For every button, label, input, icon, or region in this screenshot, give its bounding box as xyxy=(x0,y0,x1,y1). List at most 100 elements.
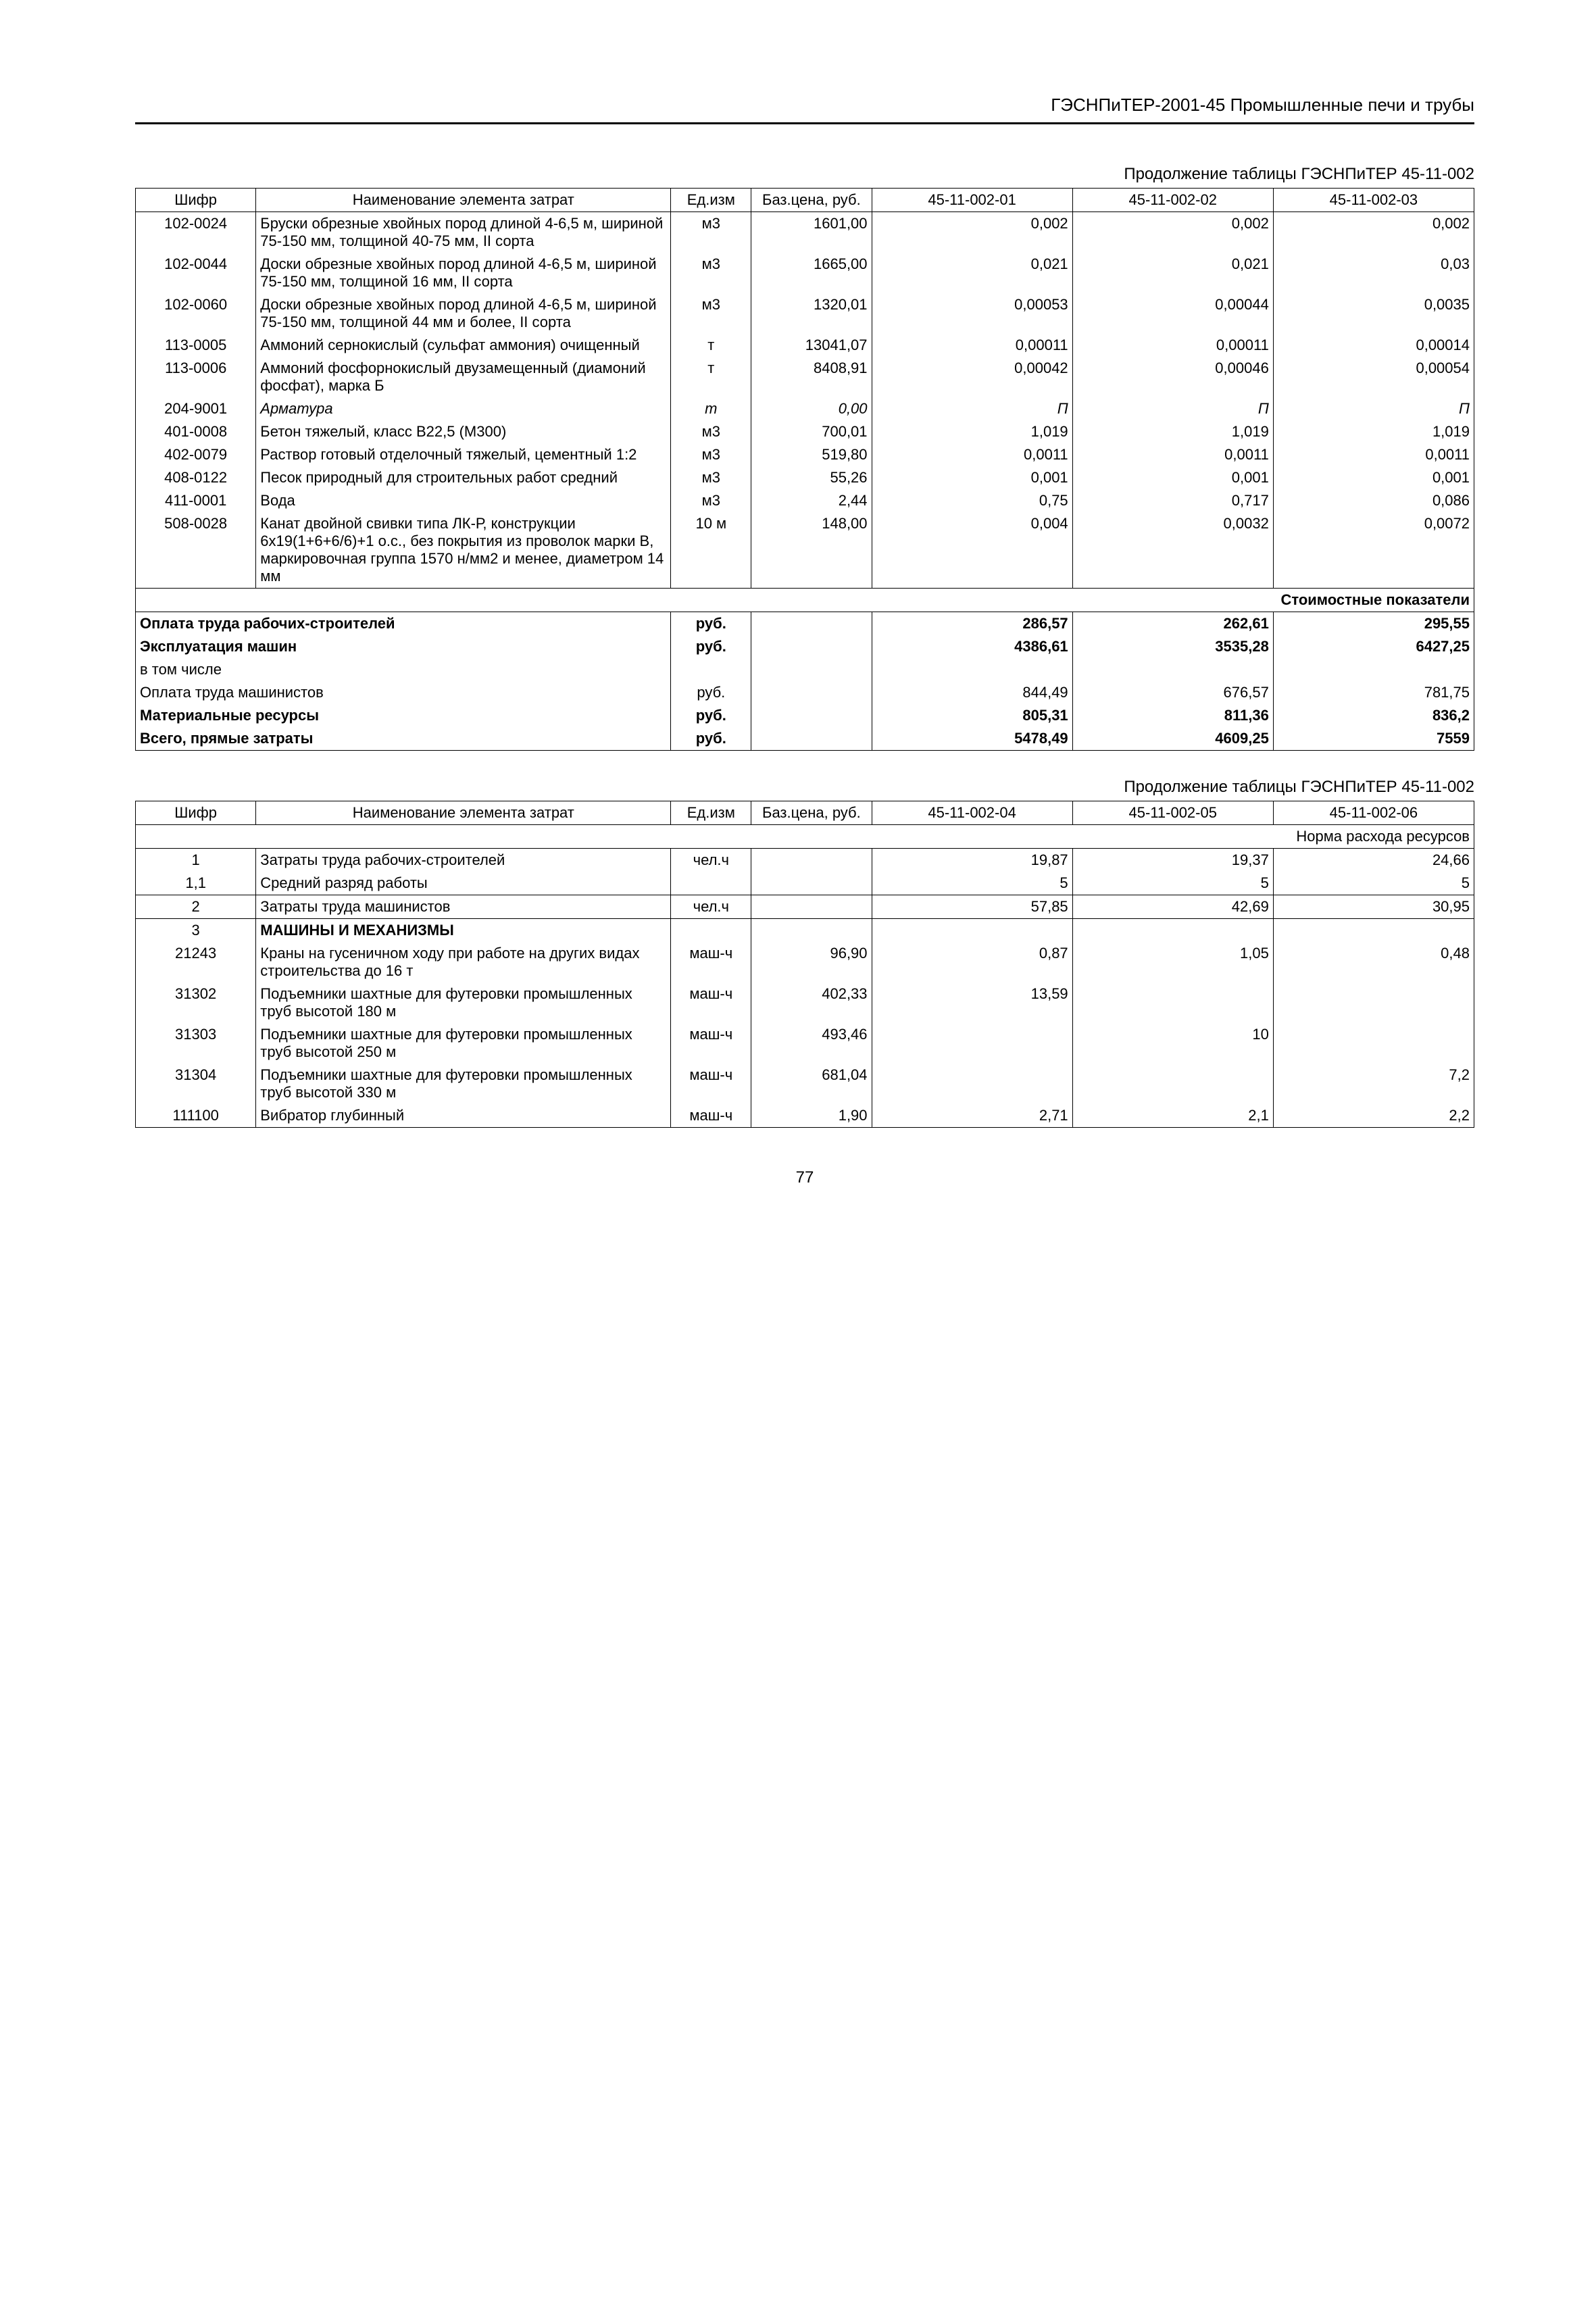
table-cell xyxy=(671,658,751,681)
table2-head-row: Шифр Наименование элемента затрат Ед.изм… xyxy=(136,801,1474,825)
table-row: 1,1Средний разряд работы555 xyxy=(136,872,1474,895)
col-code: Шифр xyxy=(136,189,256,212)
table-cell: м3 xyxy=(671,253,751,293)
table-cell xyxy=(1072,982,1273,1023)
table-cell: Подъемники шахтные для футеровки промышл… xyxy=(256,1023,671,1064)
col-unit: Ед.изм xyxy=(671,189,751,212)
table-cell: 5 xyxy=(1273,872,1474,895)
table-cell: Раствор готовый отделочный тяжелый, цеме… xyxy=(256,443,671,466)
table-cell: 1320,01 xyxy=(751,293,872,334)
table-cell: 676,57 xyxy=(1072,681,1273,704)
table-row: 21243Краны на гусеничном ходу при работе… xyxy=(136,942,1474,982)
table-cell xyxy=(1273,919,1474,943)
table-cell: 0,75 xyxy=(872,489,1072,512)
table-cell: 57,85 xyxy=(872,895,1072,919)
cost-name: в том числе xyxy=(136,658,671,681)
section-row: Стоимостные показатели xyxy=(136,589,1474,612)
table-cell: Песок природный для строительных работ с… xyxy=(256,466,671,489)
table-cell: 10 xyxy=(1072,1023,1273,1064)
table-cell: 4609,25 xyxy=(1072,727,1273,751)
cost-name: Всего, прямые затраты xyxy=(136,727,671,751)
table-cell: 0,00 xyxy=(751,397,872,420)
table-row: 401-0008Бетон тяжелый, класс В22,5 (М300… xyxy=(136,420,1474,443)
table-cell: Бруски обрезные хвойных пород длиной 4-6… xyxy=(256,212,671,253)
table-cell: 0,004 xyxy=(872,512,1072,589)
table-cell: маш-ч xyxy=(671,1104,751,1128)
table-cell: 31304 xyxy=(136,1064,256,1104)
table-cell: 19,37 xyxy=(1072,849,1273,872)
table-cell: 148,00 xyxy=(751,512,872,589)
table-cell: 1,05 xyxy=(1072,942,1273,982)
table-cell: м3 xyxy=(671,466,751,489)
table-cell: м3 xyxy=(671,293,751,334)
table-cell xyxy=(872,1064,1072,1104)
cost-row: Эксплуатация машинруб.4386,613535,286427… xyxy=(136,635,1474,658)
table-cell: Доски обрезные хвойных пород длиной 4-6,… xyxy=(256,293,671,334)
col-v3: 45-11-002-06 xyxy=(1273,801,1474,825)
table-cell: чел.ч xyxy=(671,849,751,872)
table-cell: Аммоний фосфорнокислый двузамещенный (ди… xyxy=(256,357,671,397)
table-cell xyxy=(1072,1064,1273,1104)
cost-row: Оплата труда машинистовруб.844,49676,577… xyxy=(136,681,1474,704)
table-cell: Доски обрезные хвойных пород длиной 4-6,… xyxy=(256,253,671,293)
table-row: 408-0122Песок природный для строительных… xyxy=(136,466,1474,489)
table-cell: 411-0001 xyxy=(136,489,256,512)
table-cell: м3 xyxy=(671,443,751,466)
table-cell: м3 xyxy=(671,489,751,512)
table-cell: 102-0044 xyxy=(136,253,256,293)
table-cell xyxy=(751,681,872,704)
table-cell: 10 м xyxy=(671,512,751,589)
table2-caption: Продолжение таблицы ГЭСНПиТЕР 45-11-002 xyxy=(135,778,1474,797)
table-cell: Вода xyxy=(256,489,671,512)
table-cell: м3 xyxy=(671,212,751,253)
table-cell xyxy=(671,872,751,895)
table-cell: 8408,91 xyxy=(751,357,872,397)
table-row: 102-0024Бруски обрезные хвойных пород дл… xyxy=(136,212,1474,253)
table-cell: 1665,00 xyxy=(751,253,872,293)
table-cell: 1,019 xyxy=(1072,420,1273,443)
table-cell: 204-9001 xyxy=(136,397,256,420)
norm-section-title: Норма расхода ресурсов xyxy=(136,825,1474,849)
col-v3: 45-11-002-03 xyxy=(1273,189,1474,212)
table-cell: 111100 xyxy=(136,1104,256,1128)
table-row: 31304Подъемники шахтные для футеровки пр… xyxy=(136,1064,1474,1104)
table-cell xyxy=(872,919,1072,943)
col-price: Баз.цена, руб. xyxy=(751,801,872,825)
table-cell: 4386,61 xyxy=(872,635,1072,658)
table-cell: 1601,00 xyxy=(751,212,872,253)
table-cell: 0,0011 xyxy=(1072,443,1273,466)
table-cell: т xyxy=(671,334,751,357)
table-cell: 102-0060 xyxy=(136,293,256,334)
table-cell xyxy=(751,895,872,919)
cost-row: Оплата труда рабочих-строителейруб.286,5… xyxy=(136,612,1474,636)
table-cell: 805,31 xyxy=(872,704,1072,727)
table-cell: 3 xyxy=(136,919,256,943)
cost-name: Оплата труда машинистов xyxy=(136,681,671,704)
col-name: Наименование элемента затрат xyxy=(256,801,671,825)
table-cell: 0,001 xyxy=(1273,466,1474,489)
table-cell: 0,00014 xyxy=(1273,334,1474,357)
table-cell: Канат двойной свивки типа ЛК-Р, конструк… xyxy=(256,512,671,589)
table-cell: 493,46 xyxy=(751,1023,872,1064)
table-cell: 0,00044 xyxy=(1072,293,1273,334)
table-cell: 0,002 xyxy=(1072,212,1273,253)
table-cell: 0,0035 xyxy=(1273,293,1474,334)
table-cell: маш-ч xyxy=(671,982,751,1023)
table-cell: 5 xyxy=(1072,872,1273,895)
table-cell: 7,2 xyxy=(1273,1064,1474,1104)
table-cell: руб. xyxy=(671,635,751,658)
table-cell: 2,44 xyxy=(751,489,872,512)
cost-name: Оплата труда рабочих-строителей xyxy=(136,612,671,636)
table-cell: 286,57 xyxy=(872,612,1072,636)
table-cell: П xyxy=(1273,397,1474,420)
table-cell: 102-0024 xyxy=(136,212,256,253)
table-row: 508-0028Канат двойной свивки типа ЛК-Р, … xyxy=(136,512,1474,589)
table-cell: 42,69 xyxy=(1072,895,1273,919)
table-cell: 13,59 xyxy=(872,982,1072,1023)
table-cell: 1,019 xyxy=(872,420,1072,443)
page-header: ГЭСНПиТЕР-2001-45 Промышленные печи и тр… xyxy=(135,95,1474,124)
table-cell: 30,95 xyxy=(1273,895,1474,919)
table-cell: 55,26 xyxy=(751,466,872,489)
table-cell: 13041,07 xyxy=(751,334,872,357)
table1-caption: Продолжение таблицы ГЭСНПиТЕР 45-11-002 xyxy=(135,165,1474,184)
